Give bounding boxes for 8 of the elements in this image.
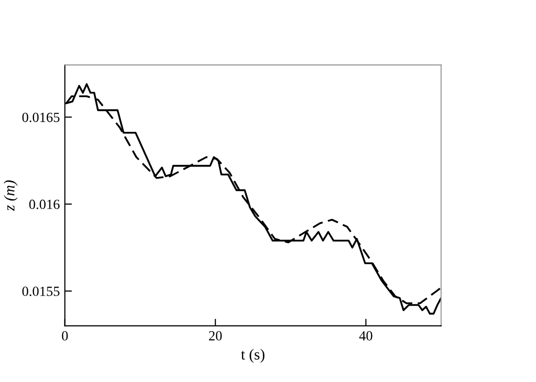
x-tick-label: 20	[209, 331, 222, 340]
x-tick-label: 0	[62, 331, 68, 340]
x-axis-title: t (s)	[241, 348, 264, 363]
x-tick-label: 40	[359, 331, 372, 340]
y-tick-label: 0.0165	[22, 112, 60, 122]
y-tick-label: 0.016	[29, 200, 60, 210]
y-tick-label: 0.0155	[22, 286, 60, 296]
y-axis-title: z (m)	[4, 180, 18, 212]
